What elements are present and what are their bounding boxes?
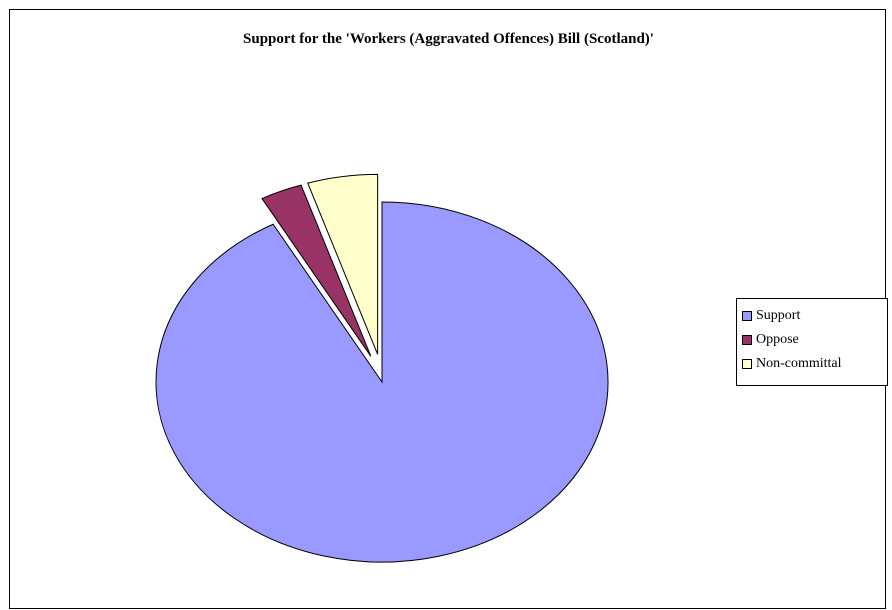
legend-label: Non-committal xyxy=(756,356,842,371)
legend-swatch xyxy=(742,335,752,345)
pie-slice-non-committal xyxy=(307,173,379,355)
legend-swatch xyxy=(742,311,752,321)
pie-slice-support xyxy=(155,201,609,563)
chart-area: Support for the 'Workers (Aggravated Off… xyxy=(9,9,888,609)
legend-label: Support xyxy=(756,308,801,323)
legend: Support Oppose Non-committal xyxy=(736,298,888,386)
pie-slice-oppose xyxy=(261,184,372,357)
legend-label: Oppose xyxy=(756,332,799,347)
pie-chart xyxy=(155,173,609,563)
legend-swatch xyxy=(742,359,752,369)
legend-item-oppose: Oppose xyxy=(742,328,887,352)
chart-title: Support for the 'Workers (Aggravated Off… xyxy=(243,31,654,47)
legend-item-support: Support xyxy=(742,304,887,328)
legend-item-non-committal: Non-committal xyxy=(742,352,887,376)
